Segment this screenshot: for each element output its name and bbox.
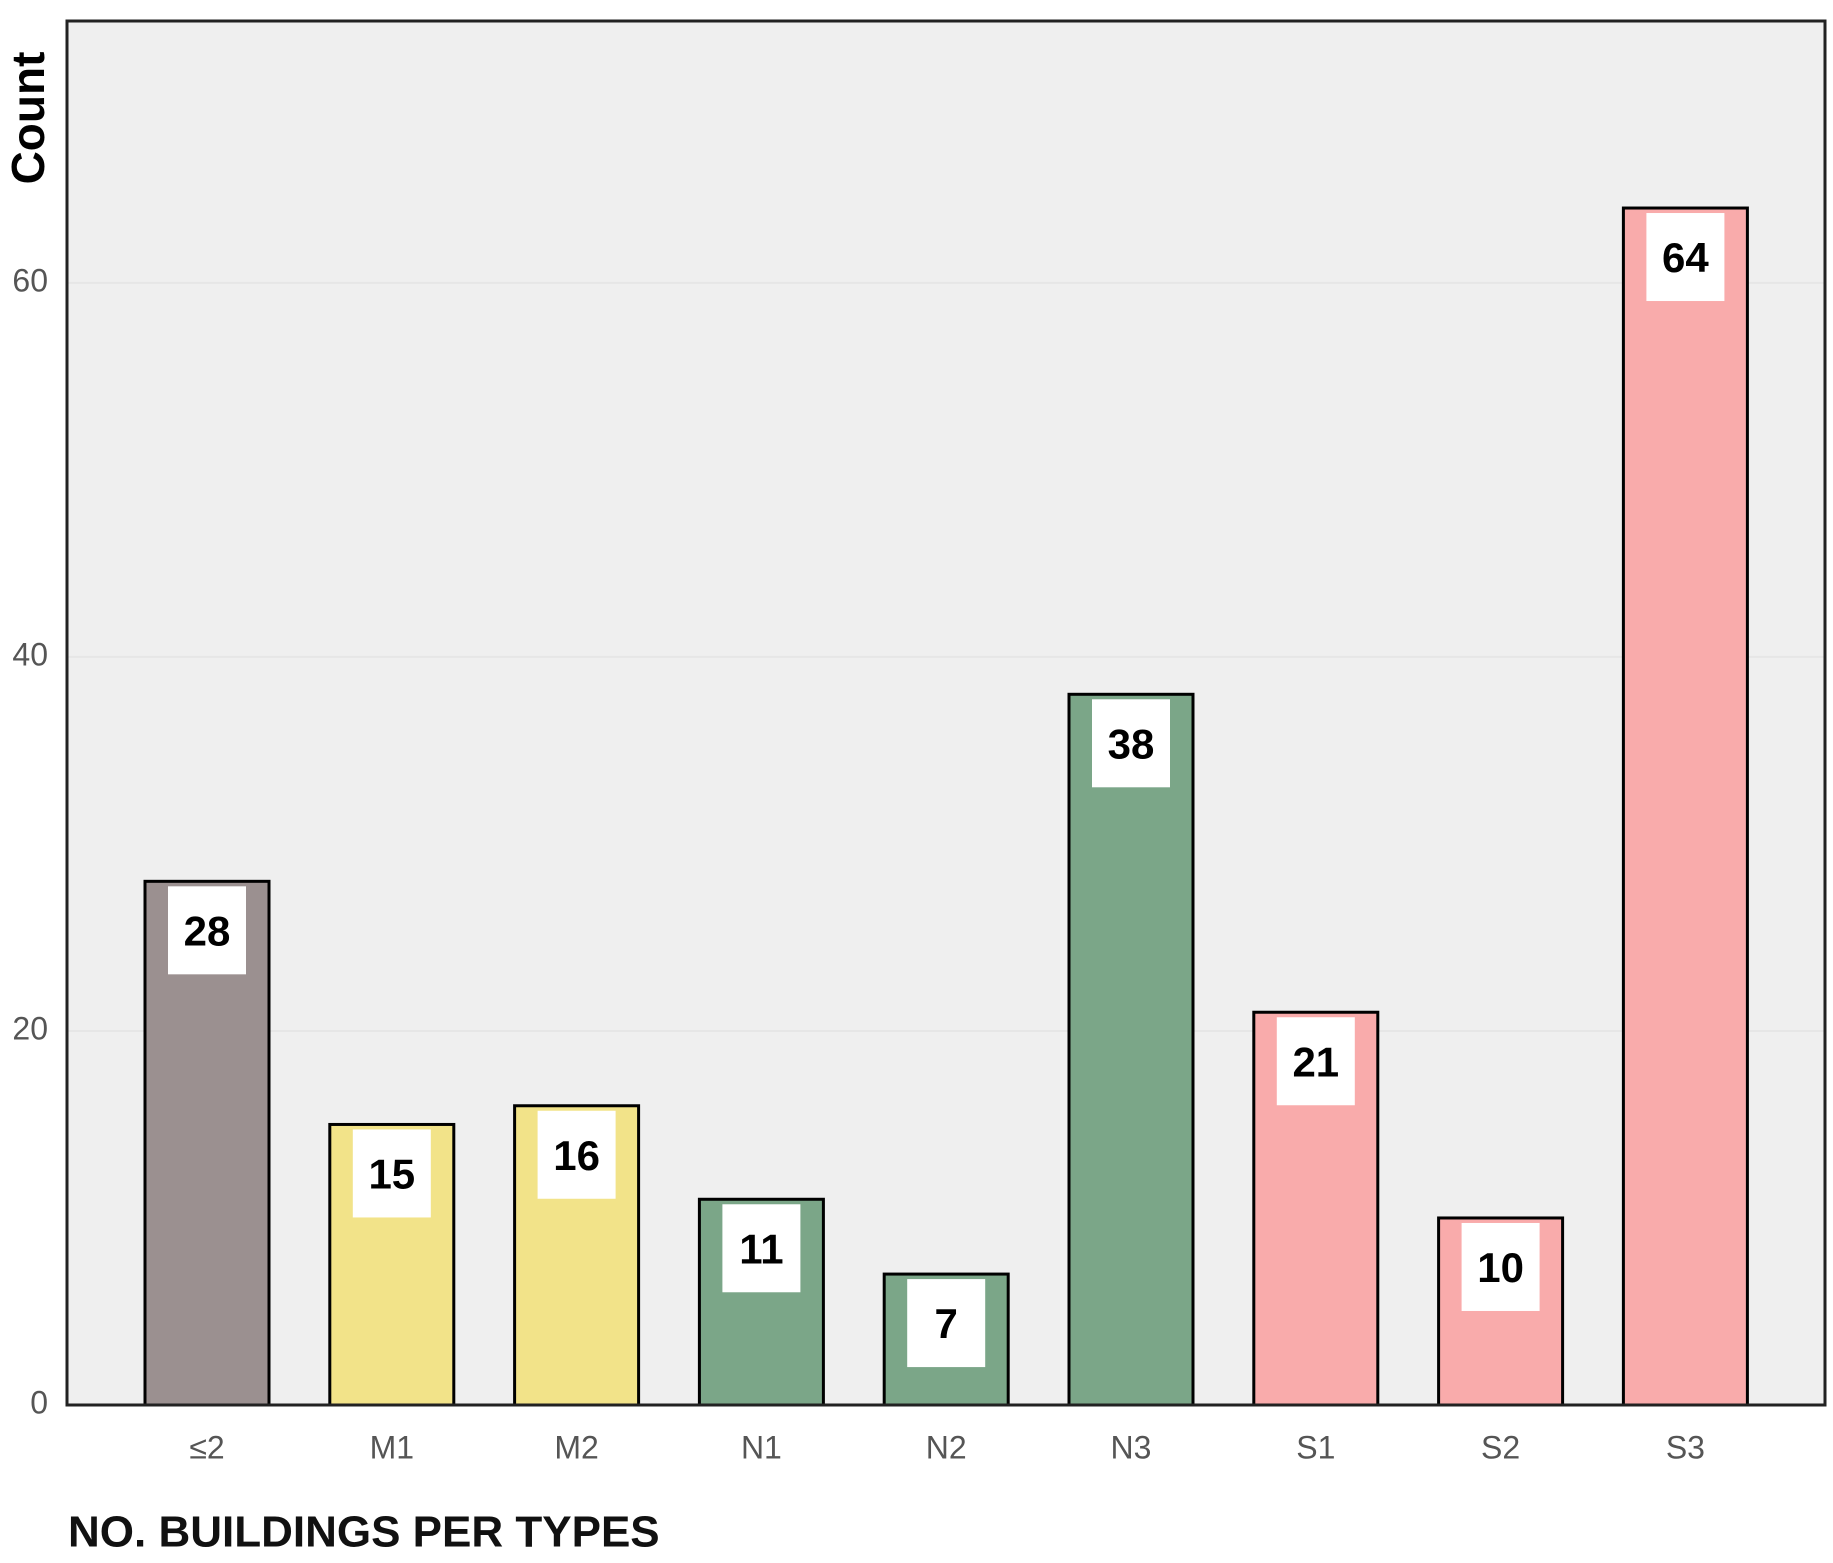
- value-label: 10: [1477, 1244, 1524, 1291]
- value-label-box: [1461, 1222, 1540, 1311]
- plot-frame: [65, 19, 1827, 1407]
- x-tick-label: M1: [370, 1429, 414, 1465]
- value-label-box: [168, 886, 246, 975]
- y-tick-label: 20: [12, 1010, 48, 1046]
- x-tick-label: S2: [1481, 1429, 1520, 1465]
- x-tick-label: M2: [554, 1429, 598, 1465]
- x-tick-label: N2: [926, 1429, 967, 1465]
- y-tick-label: 60: [12, 262, 48, 298]
- bar: [1621, 206, 1749, 1407]
- value-label-box: [1092, 699, 1170, 788]
- y-axis-title: Count: [2, 52, 54, 185]
- x-tick-label: S3: [1666, 1429, 1705, 1465]
- x-tick-label: N1: [741, 1429, 782, 1465]
- x-tick-label: N3: [1111, 1429, 1152, 1465]
- value-label-box: [352, 1129, 431, 1218]
- y-tick-label: 0: [30, 1384, 48, 1420]
- value-label: 38: [1108, 720, 1155, 767]
- value-label-box: [907, 1279, 986, 1368]
- value-label-box: [1276, 1017, 1355, 1106]
- value-label-box: [722, 1204, 801, 1293]
- value-label: 21: [1292, 1038, 1339, 1085]
- value-label: 28: [184, 907, 231, 954]
- bar: [1437, 1216, 1565, 1407]
- value-label-box: [1646, 213, 1725, 302]
- chart-title: NO. BUILDINGS PER TYPES: [68, 1508, 660, 1557]
- value-label: 64: [1662, 234, 1709, 281]
- value-label-box: [537, 1110, 616, 1199]
- value-label: 11: [739, 1225, 783, 1272]
- y-tick-label: 40: [12, 636, 48, 672]
- x-tick-label: S1: [1296, 1429, 1335, 1465]
- value-label: 16: [553, 1132, 600, 1179]
- value-label: 7: [935, 1300, 958, 1347]
- value-label: 15: [368, 1151, 415, 1198]
- bar: [1067, 692, 1195, 1407]
- x-tick-label: ≤2: [189, 1429, 224, 1465]
